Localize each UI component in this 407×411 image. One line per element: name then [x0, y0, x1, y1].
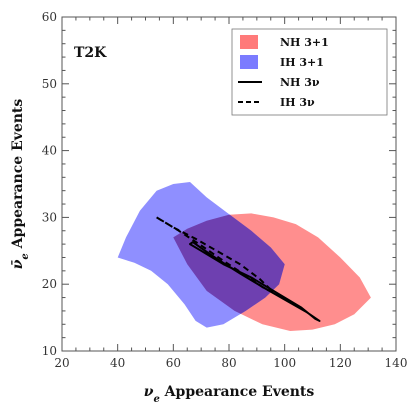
- x-tick-label: 80: [221, 356, 236, 370]
- x-tick-label: 40: [110, 356, 125, 370]
- legend-items: NH 3+1 IH 3+1 NH 3ν IH 3ν: [238, 35, 329, 109]
- legend-label: NH 3+1: [280, 36, 329, 49]
- y-tick-label: 40: [42, 144, 57, 158]
- x-axis-title: νe Appearance Events: [144, 384, 315, 405]
- y-tick-label: 30: [42, 210, 57, 224]
- contours-layer: [155, 216, 321, 322]
- y-axis-title: ν̄e Appearance Events: [10, 99, 31, 270]
- legend-label: IH 3+1: [280, 56, 324, 69]
- x-tick-label: 60: [166, 356, 181, 370]
- x-tick-label: 120: [329, 356, 352, 370]
- x-tick-label: 100: [273, 356, 296, 370]
- experiment-label: T2K: [74, 45, 107, 61]
- legend-label: IH 3ν: [280, 96, 315, 109]
- x-tick-label: 140: [385, 356, 407, 370]
- y-tick-label: 10: [42, 344, 57, 358]
- regions-layer: [117, 182, 371, 331]
- legend-swatch: [240, 55, 258, 69]
- region-overlap: [173, 213, 285, 328]
- legend-label: NH 3ν: [280, 76, 320, 89]
- contour-ih-3nu: [155, 216, 275, 294]
- y-tick-label: 20: [42, 277, 57, 291]
- legend: NH 3+1 IH 3+1 NH 3ν IH 3ν: [231, 28, 388, 116]
- x-tick-label: 20: [54, 356, 69, 370]
- y-tick-label: 60: [42, 10, 57, 24]
- y-tick-label: 50: [42, 77, 57, 91]
- legend-swatch: [240, 35, 258, 49]
